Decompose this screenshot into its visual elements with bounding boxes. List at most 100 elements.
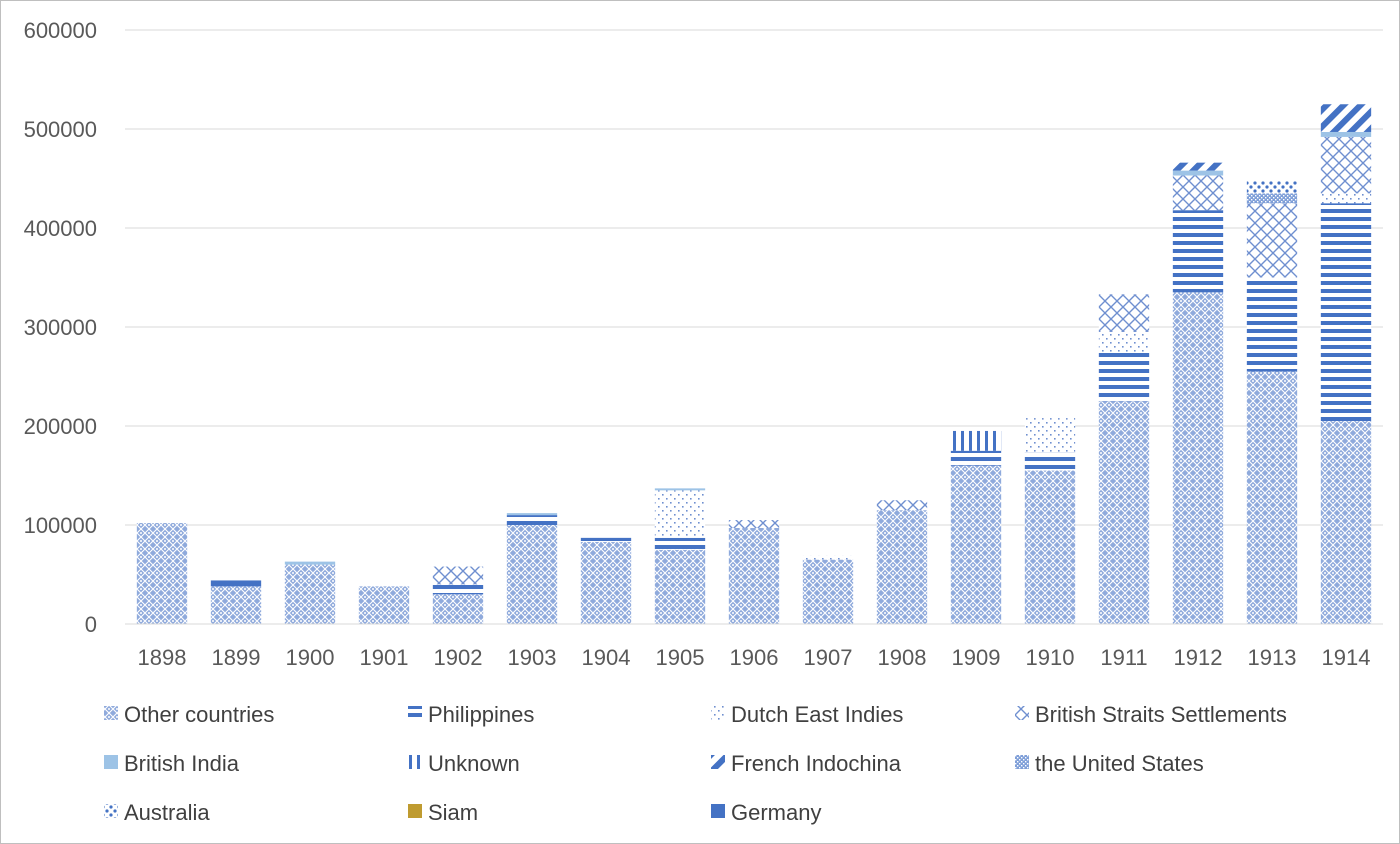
bars xyxy=(136,104,1372,624)
bar-philippines-1904 xyxy=(580,537,632,542)
legend-swatch xyxy=(104,755,118,769)
bar-stack-1903 xyxy=(506,513,558,624)
bar-other-countries-1904 xyxy=(580,541,632,624)
bar-stack-1899 xyxy=(210,580,262,624)
bar-stack-1910 xyxy=(1024,418,1076,624)
bar-stack-1905 xyxy=(654,488,706,624)
bar-british-india-1914 xyxy=(1320,131,1372,137)
legend-swatch xyxy=(1015,755,1029,769)
x-tick-label: 1908 xyxy=(878,645,927,670)
legend: Other countries Philippines Dutch East Ind… xyxy=(104,702,1287,825)
legend-swatch xyxy=(408,706,422,720)
bar-other-countries-1909 xyxy=(950,465,1002,624)
legend-label: the United States xyxy=(1035,751,1204,776)
legend-label: Dutch East Indies xyxy=(731,702,903,727)
bar-british-india-1900 xyxy=(284,561,336,565)
bar-stack-1913 xyxy=(1246,181,1298,624)
bar-british-straits-settlements-1902 xyxy=(432,566,484,585)
bar-other-countries-1901 xyxy=(358,586,410,624)
bar-philippines-1910 xyxy=(1024,452,1076,471)
bar-philippines-1914 xyxy=(1320,203,1372,422)
bar-stack-1901 xyxy=(358,586,410,624)
legend-swatch xyxy=(104,804,118,818)
bar-stack-1906 xyxy=(728,520,780,624)
x-tick-label: 1904 xyxy=(582,645,631,670)
bar-stack-1900 xyxy=(284,561,336,624)
legend-label: Unknown xyxy=(428,751,520,776)
legend-swatch xyxy=(711,706,725,720)
bar-other-countries-1903 xyxy=(506,525,558,624)
bar-other-countries-1911 xyxy=(1098,401,1150,624)
bar-philippines-1909 xyxy=(950,450,1002,466)
bar-other-countries-1914 xyxy=(1320,421,1372,624)
x-tick-label: 1910 xyxy=(1026,645,1075,670)
bar-germany-1899 xyxy=(210,580,262,587)
bar-stack-1908 xyxy=(876,500,928,624)
bar-dutch-east-indies-1910 xyxy=(1024,418,1076,453)
bar-other-countries-1899 xyxy=(210,586,262,624)
bar-dutch-east-indies-1905 xyxy=(654,490,706,538)
gridlines xyxy=(125,29,1383,625)
x-tick-label: 1905 xyxy=(656,645,705,670)
legend-item-dutch-east-indies: Dutch East Indies xyxy=(711,702,903,727)
x-tick-label: 1902 xyxy=(434,645,483,670)
bar-other-countries-1906 xyxy=(728,527,780,624)
bar-british-india-1912 xyxy=(1172,170,1224,176)
bar-other-countries-1900 xyxy=(284,564,336,624)
x-tick-label: 1906 xyxy=(730,645,779,670)
bar-stack-1898 xyxy=(136,523,188,624)
bar-australia-1913 xyxy=(1246,181,1298,194)
legend-item-the-united-states: the United States xyxy=(1015,751,1204,776)
y-tick-label: 500000 xyxy=(24,117,97,142)
bar-stack-1909 xyxy=(950,430,1002,624)
x-tick-label: 1912 xyxy=(1174,645,1223,670)
legend-swatch xyxy=(408,755,422,769)
bar-unknown-1909 xyxy=(950,430,1002,451)
bar-british-straits-settlements-1906 xyxy=(728,520,780,528)
x-tick-label: 1907 xyxy=(804,645,853,670)
bar-british-straits-settlements-1913 xyxy=(1246,203,1298,278)
y-tick-label: 400000 xyxy=(24,216,97,241)
bar-british-india-1903 xyxy=(506,513,558,516)
bar-philippines-1902 xyxy=(432,584,484,595)
bar-other-countries-1913 xyxy=(1246,371,1298,624)
legend-label: French Indochina xyxy=(731,751,902,776)
bar-philippines-1912 xyxy=(1172,210,1224,293)
y-tick-label: 600000 xyxy=(24,18,97,43)
bar-french-indochina-1912 xyxy=(1172,162,1224,171)
bar-british-india-1905 xyxy=(654,488,706,491)
x-tick-label: 1914 xyxy=(1322,645,1371,670)
bar-other-countries-1908 xyxy=(876,510,928,624)
legend-swatch xyxy=(1015,706,1029,720)
bar-stack-1912 xyxy=(1172,162,1224,624)
bar-dutch-east-indies-1911 xyxy=(1098,331,1150,352)
bar-dutch-east-indies-1907 xyxy=(802,555,854,560)
bar-other-countries-1910 xyxy=(1024,470,1076,624)
legend-item-australia: Australia xyxy=(104,800,210,825)
legend-label: Philippines xyxy=(428,702,534,727)
x-tick-label: 1898 xyxy=(138,645,187,670)
bar-stack-1911 xyxy=(1098,294,1150,624)
bar-other-countries-1907 xyxy=(802,559,854,624)
x-tick-label: 1913 xyxy=(1248,645,1297,670)
bar-philippines-1903 xyxy=(506,515,558,525)
legend-item-siam: Siam xyxy=(408,800,478,825)
legend-item-unknown: Unknown xyxy=(408,751,520,776)
x-tick-label: 1900 xyxy=(286,645,335,670)
bar-philippines-1905 xyxy=(654,537,706,550)
bar-dutch-east-indies-1914 xyxy=(1320,193,1372,204)
x-tick-label: 1901 xyxy=(360,645,409,670)
bar-other-countries-1898 xyxy=(136,523,188,624)
bar-british-straits-settlements-1908 xyxy=(876,500,928,511)
bar-the-united-states-1913 xyxy=(1246,193,1298,204)
legend-label: British Straits Settlements xyxy=(1035,702,1287,727)
legend-swatch xyxy=(711,755,725,769)
legend-label: Other countries xyxy=(124,702,274,727)
legend-item-other-countries: Other countries xyxy=(104,702,274,727)
legend-item-germany: Germany xyxy=(711,800,821,825)
legend-label: Germany xyxy=(731,800,821,825)
bar-philippines-1911 xyxy=(1098,351,1150,402)
bar-stack-1902 xyxy=(432,566,484,624)
